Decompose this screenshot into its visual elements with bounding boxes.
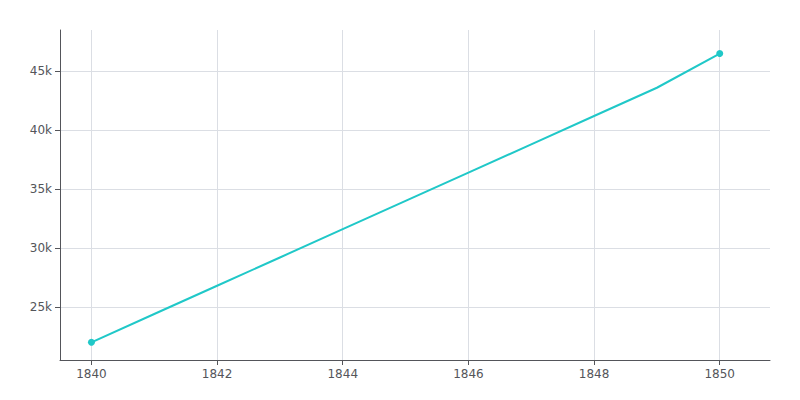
svg-text:40k: 40k [30,123,52,137]
svg-text:25k: 25k [30,300,52,314]
svg-text:1850: 1850 [704,367,735,381]
svg-text:1844: 1844 [327,367,358,381]
svg-text:35k: 35k [30,182,52,196]
svg-text:1840: 1840 [76,367,107,381]
svg-text:1846: 1846 [453,367,484,381]
svg-text:45k: 45k [30,64,52,78]
svg-text:30k: 30k [30,241,52,255]
svg-text:1848: 1848 [579,367,610,381]
svg-text:1842: 1842 [202,367,233,381]
